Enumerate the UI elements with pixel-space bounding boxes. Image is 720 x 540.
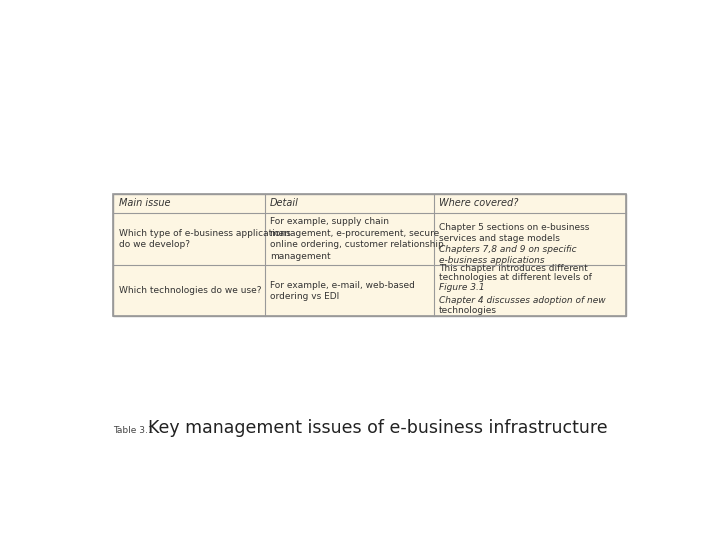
Bar — [114, 194, 626, 316]
Text: Which type of e-business applications
do we develop?: Which type of e-business applications do… — [119, 229, 291, 249]
Text: Where covered?: Where covered? — [439, 198, 518, 208]
Text: technologies at different levels of: technologies at different levels of — [439, 273, 592, 282]
Text: Chapters 7,8 and 9 on specific
e-business applications: Chapters 7,8 and 9 on specific e-busines… — [439, 245, 577, 265]
Text: Chapter 4 discusses adoption of new: Chapter 4 discusses adoption of new — [439, 296, 606, 305]
Bar — [114, 194, 626, 316]
Text: Chapter 5 sections on e-business
services and stage models: Chapter 5 sections on e-business service… — [439, 223, 590, 244]
Text: For example, e-mail, web-based
ordering vs EDI: For example, e-mail, web-based ordering … — [270, 281, 415, 301]
Text: For example, supply chain
management, e-procurement, secure
online ordering, cus: For example, supply chain management, e-… — [270, 218, 444, 261]
Text: This chapter introduces different: This chapter introduces different — [439, 264, 588, 273]
Text: Which technologies do we use?: Which technologies do we use? — [119, 286, 261, 295]
Text: technologies: technologies — [439, 306, 498, 315]
Text: Table 3.1: Table 3.1 — [114, 426, 154, 435]
Text: Key management issues of e-business infrastructure: Key management issues of e-business infr… — [148, 419, 608, 437]
Text: Main issue: Main issue — [119, 198, 171, 208]
Text: Detail: Detail — [270, 198, 299, 208]
Text: Figure 3.1: Figure 3.1 — [439, 282, 485, 292]
